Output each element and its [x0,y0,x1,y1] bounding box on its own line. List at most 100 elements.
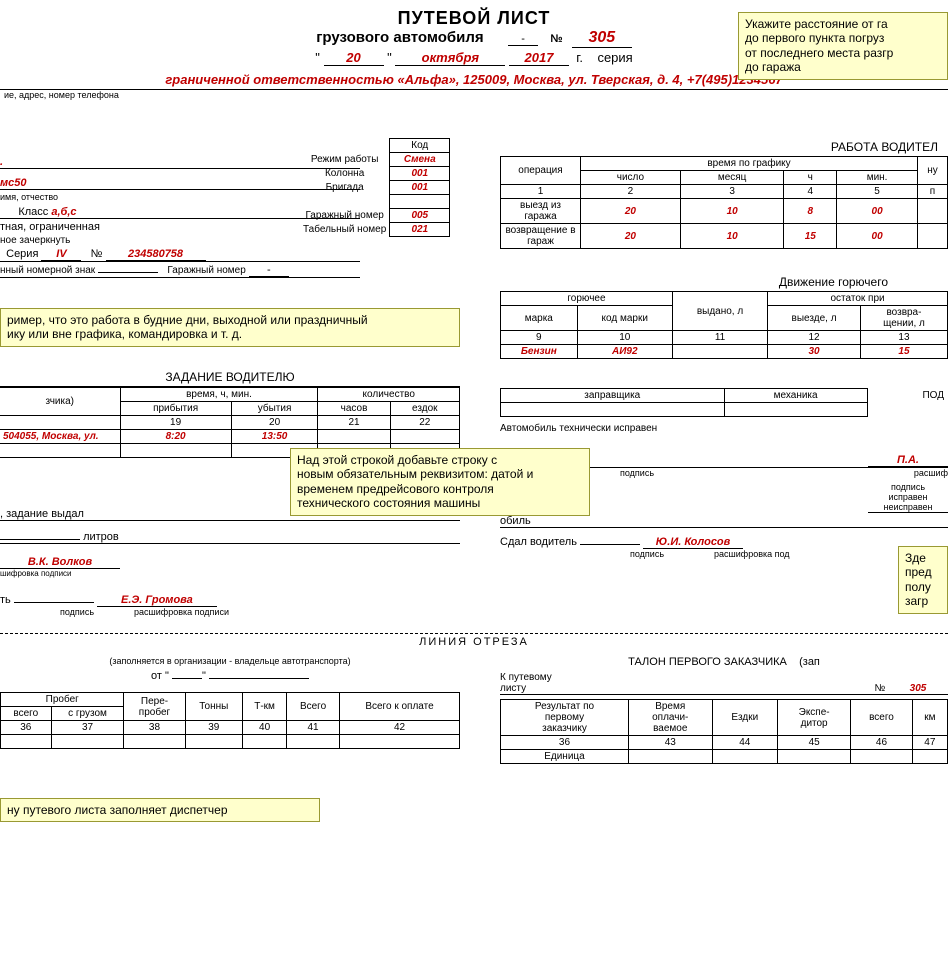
callout-distance: Укажите расстояние от га до первого пунк… [738,12,948,80]
day: 20 [324,50,384,66]
fuel-s0: марка [501,306,578,331]
resp: тная, ограниченная [0,221,360,233]
klass-val: а,б,с [51,206,76,218]
pod: ПОД [867,389,947,403]
fuel-title: Движение горючего [500,273,948,291]
year: 2017 [509,50,569,66]
fr0: Бензин [501,345,578,359]
bln4: 40 [243,721,287,735]
n2: 3 [680,185,784,199]
r13: 00 [837,224,918,249]
n0: 1 [501,185,581,199]
fuel-table: горючее выдано, л остаток при марка код … [500,291,948,359]
r10: 20 [581,224,681,249]
ti-name1: В.К. Волков [0,556,120,569]
tr0: 8:20 [120,430,231,444]
kod-val-1: 001 [390,167,450,181]
task-block: ЗАДАНИЕ ВОДИТЕЛЮ зчика) время, ч, мин. к… [0,368,460,458]
tc1: убытия [231,402,318,416]
ispr: Автомобиль технически исправен [500,423,948,434]
brs3: Экспе- дитор [777,700,850,736]
sched-nu: ну [918,157,948,185]
seria-val: IV [41,248,81,261]
brs2: Ездки [712,700,777,736]
brn2: 44 [712,736,777,750]
brs4: всего [851,700,912,736]
fuel-block: Движение горючего горючее выдано, л оста… [500,273,948,359]
bl-ot-label: от " [151,670,169,682]
callout-workmode: ример, что это работа в будние дни, выхо… [0,308,460,347]
r00: 20 [581,199,681,224]
sched-c0: число [581,171,681,185]
bln6: 42 [340,721,460,735]
brs0: Результат по первому заказчику [501,700,629,736]
sched-c3: мин. [837,171,918,185]
r11: 10 [680,224,784,249]
fn3: 12 [768,331,861,345]
bln5: 41 [287,721,340,735]
br-title: ТАЛОН ПЕРВОГО ЗАКАЗЧИКА [628,656,787,668]
marka: мс50 [0,177,360,190]
fuel-s1: код марки [577,306,672,331]
ti-name2: Е.Э. Громова [97,594,217,607]
r0op: выезд из гаража [501,199,581,224]
tc2: часов [318,402,390,416]
pod-table: заправщикамеханикаПОД [500,388,948,417]
ti-cap2: расшифровка подписи [134,607,229,617]
klass-row: Класс а,б,с [0,206,360,219]
bln3: 39 [185,721,243,735]
series-value: - [508,33,538,46]
tn1: 20 [231,416,318,430]
brn4: 46 [851,736,912,750]
brn1: 43 [628,736,712,750]
callout-rekvizit: Над этой строкой добавьте строку с новым… [290,448,590,516]
np: п [918,185,948,199]
task-addr: 504055, Москва, ул. [0,430,120,444]
blc2: Пере- пробег [124,693,185,721]
br-table: Результат по первому заказчику Время опл… [500,699,948,764]
gar-label: Гаражный номер [167,265,245,276]
r02: 8 [784,199,837,224]
kod-header: Код [390,139,450,153]
kod-val-4: 005 [390,209,450,223]
fn0: 9 [501,331,578,345]
blc5: Всего [287,693,340,721]
tc3: ездок [390,402,459,416]
n4: 5 [837,185,918,199]
tc0: прибытия [120,402,231,416]
org-caption: ие, адрес, номер телефона [0,90,948,100]
r1op: возвращение в гараж [501,224,581,249]
series-row: Серия IV № 234580758 [0,248,360,262]
fuel-c1: остаток при [768,292,948,306]
blc6: Всего к оплате [340,693,460,721]
cut-line: ЛИНИЯ ОТРЕЗА [0,633,948,648]
fr4: 15 [860,345,947,359]
bottom-left-block: (заполняется в организации - владельце а… [0,656,460,749]
g: г. [576,50,583,65]
br-noval: 305 [888,683,948,695]
rash2: расшифровка под [714,549,790,559]
callout-zagr: Зде пред полу загр [898,546,948,614]
ti-name1-row: В.К. Волков [0,556,460,569]
ti-cap1: шифровка подписи [0,569,460,578]
doc-subtitle: грузового автомобиля [316,29,483,46]
tn3: 22 [390,416,459,430]
month: октября [395,50,505,66]
fr3: 30 [768,345,861,359]
klass-label: Класс [18,206,48,218]
task-issue-block: , задание выдал литров В.К. Волков шифро… [0,508,460,617]
sdal-row: Сдал водитель Ю.И. Колосов [500,536,948,549]
n1: 2 [581,185,681,199]
n3: 4 [784,185,837,199]
fr1: АИ92 [577,345,672,359]
obil-row: обиль [500,515,948,528]
sdal-name: Ю.И. Колосов [643,536,743,549]
sdal: Сдал водитель [500,536,577,548]
bl-ot: от " " [0,670,460,682]
br-ed: Единица [501,750,629,764]
br-kp: К путевому [500,672,552,683]
blc3: Тонны [185,693,243,721]
left-no-val: 234580758 [106,248,206,261]
gar-val: - [249,264,289,277]
br-title-row: ТАЛОН ПЕРВОГО ЗАКАЗЧИКА (зап [500,656,948,668]
